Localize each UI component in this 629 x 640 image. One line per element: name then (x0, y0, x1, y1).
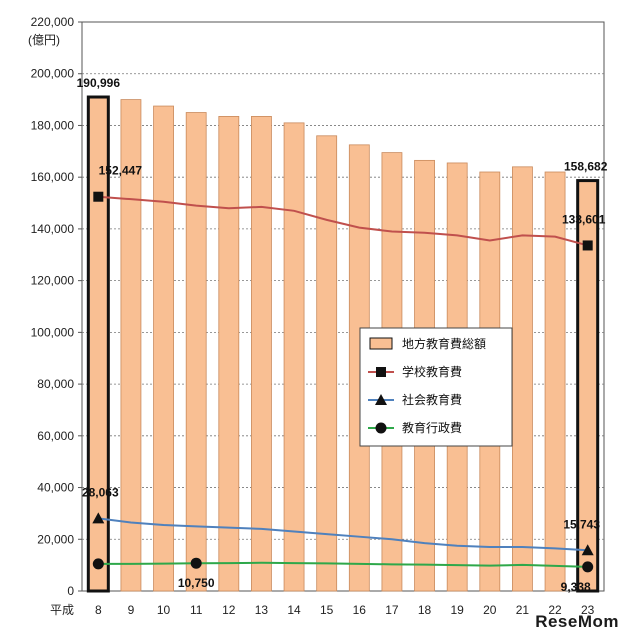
x-axis-prefix: 平成 (50, 603, 74, 617)
bar (544, 171, 566, 592)
bar (576, 179, 600, 593)
x-tick-label: 20 (483, 603, 497, 617)
x-tick-label: 11 (190, 603, 203, 617)
x-tick-label: 14 (287, 603, 301, 617)
y-tick-label: 0 (67, 584, 74, 598)
x-tick-label: 12 (222, 603, 236, 617)
legend-swatch (369, 337, 393, 350)
data-point (93, 191, 104, 202)
x-tick-label: 10 (157, 603, 171, 617)
series-line (98, 517, 588, 552)
data-point (92, 558, 104, 570)
series-line (98, 195, 588, 247)
x-tick-label: 15 (320, 603, 334, 617)
y-tick-label: 140,000 (31, 222, 75, 236)
x-tick-label: 17 (385, 603, 399, 617)
x-tick-label: 8 (95, 603, 102, 617)
bar (153, 105, 174, 592)
y-tick-label: 120,000 (31, 274, 75, 288)
y-unit-label: (億円) (28, 33, 60, 47)
watermark-logo: ReseMom (535, 612, 619, 631)
y-tick-label: 200,000 (31, 67, 75, 81)
data-label: 133,601 (562, 212, 606, 226)
x-tick-label: 9 (128, 603, 135, 617)
y-tick-label: 60,000 (37, 429, 74, 443)
y-tick-label: 180,000 (31, 118, 75, 132)
x-tick-label: 19 (451, 603, 465, 617)
data-point (582, 240, 593, 251)
bar (218, 116, 240, 592)
legend-label: 社会教育費 (402, 392, 462, 407)
bar (316, 135, 338, 592)
legend-label: 教育行政費 (402, 420, 462, 435)
bar (283, 122, 305, 592)
y-tick-label: 160,000 (31, 170, 75, 184)
y-tick-label: 40,000 (37, 481, 74, 495)
x-tick-label: 23 (581, 603, 595, 617)
data-label: 9,338 (561, 580, 591, 594)
x-tick-label: 18 (418, 603, 432, 617)
data-label: 28,063 (82, 485, 119, 499)
y-tick-label: 220,000 (31, 15, 75, 29)
x-tick-label: 16 (353, 603, 367, 617)
data-point (375, 422, 387, 434)
data-label: 15,743 (563, 517, 600, 531)
bar (512, 166, 533, 592)
x-tick-label: 21 (516, 603, 530, 617)
y-tick-label: 20,000 (37, 532, 74, 546)
legend-label: 地方教育費総額 (402, 336, 486, 351)
data-point (375, 394, 387, 405)
data-label: 158,682 (564, 160, 608, 174)
bar (86, 95, 110, 593)
data-point (376, 367, 386, 377)
data-point (190, 557, 202, 569)
bar (120, 99, 142, 592)
data-label: 10,750 (178, 576, 215, 590)
data-label: 152,447 (99, 164, 143, 178)
y-tick-label: 100,000 (31, 325, 75, 339)
legend-label: 学校教育費 (402, 364, 462, 379)
x-tick-label: 22 (548, 603, 562, 617)
bar (185, 112, 207, 592)
data-point (92, 512, 105, 524)
data-point (581, 544, 594, 556)
bar (251, 116, 272, 592)
data-label: 190,996 (77, 76, 121, 90)
series-line (98, 561, 588, 568)
x-tick-label: 13 (255, 603, 269, 617)
y-tick-label: 80,000 (37, 377, 74, 391)
data-point (582, 561, 594, 573)
